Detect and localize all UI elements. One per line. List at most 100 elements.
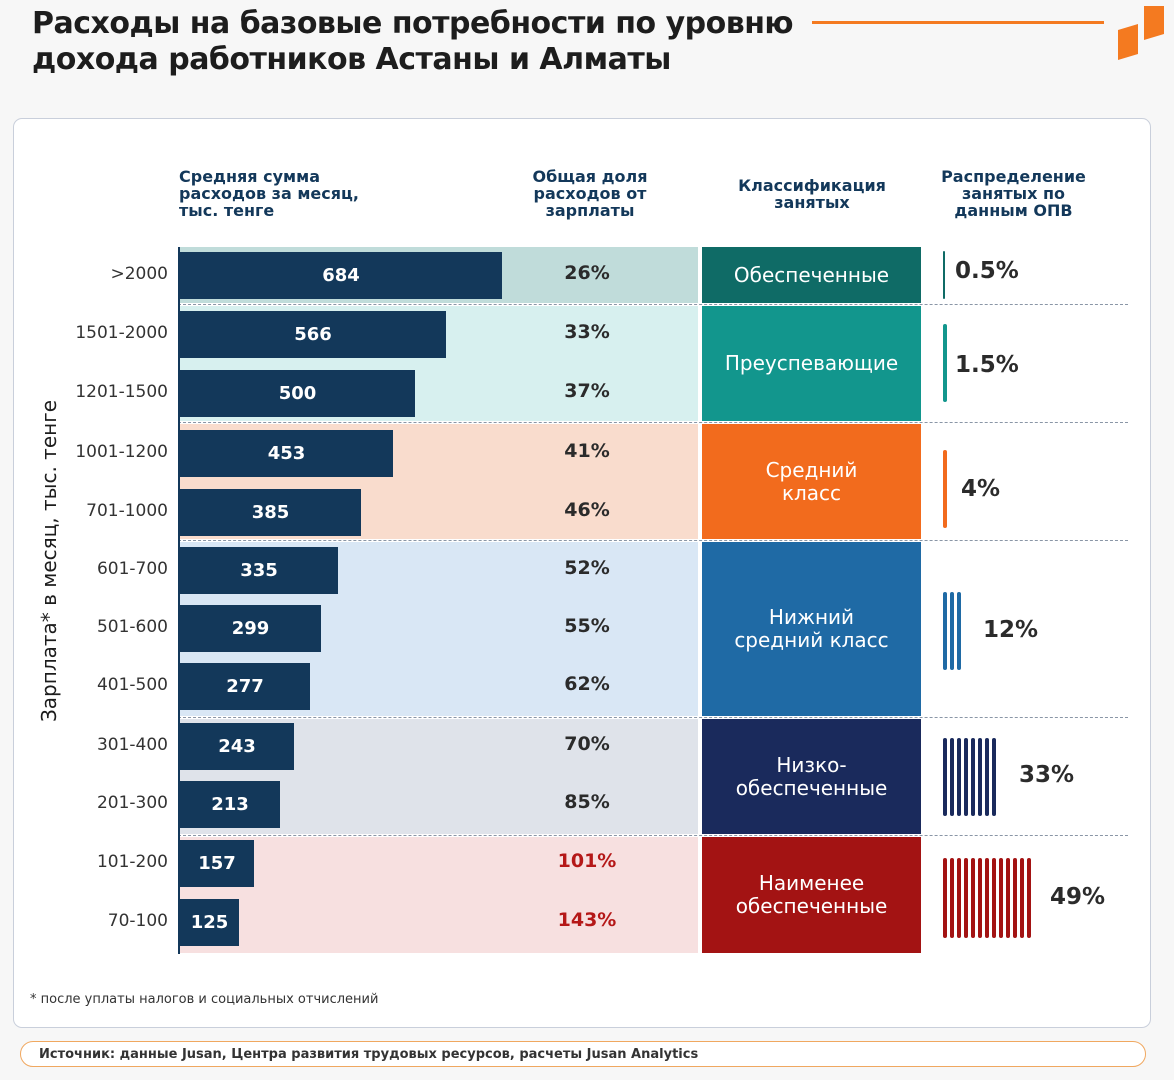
spend-bar (180, 723, 294, 770)
spend-bar-value-label: 157 (198, 853, 236, 874)
class-label-box: Низко- обеспеченные (702, 719, 921, 834)
salary-tick-label: 1501-2000 (75, 323, 168, 343)
distribution-stripe (964, 858, 968, 938)
salary-tick-label: 101-200 (96, 852, 168, 872)
y-axis-line (178, 247, 180, 954)
salary-tick-label: 501-600 (96, 617, 168, 637)
footnote: * после уплаты налогов и социальных отчи… (30, 992, 379, 1007)
spend-bar (180, 311, 446, 358)
spend-bar-value-label: 243 (218, 736, 256, 757)
expense-share-value: 33% (564, 321, 610, 343)
distribution-value: 4% (961, 476, 1001, 502)
distribution-value: 1.5% (955, 352, 1019, 378)
distribution-stripe (999, 858, 1003, 938)
class-label-box: Нижний средний класс (702, 542, 921, 716)
spend-bar (180, 430, 393, 477)
title-underline (812, 21, 1104, 24)
distribution-stripes (943, 251, 945, 299)
class-band-background (178, 837, 698, 953)
spend-bar (180, 840, 254, 887)
distribution-value: 12% (983, 617, 1039, 643)
distribution-stripe (978, 858, 982, 938)
distribution-stripe (1013, 858, 1017, 938)
class-divider-line (178, 422, 1128, 423)
spend-bar (180, 370, 415, 417)
spend-bar-value-label: 566 (294, 324, 332, 345)
spend-bar (180, 252, 502, 299)
distribution-stripe (1006, 858, 1010, 938)
expense-share-value: 62% (564, 673, 610, 695)
distribution-stripe (1020, 858, 1024, 938)
column-header-share: Общая доля расходов от зарплаты (532, 167, 648, 220)
column-header-distribution: Распределение занятых по данным ОПВ (941, 167, 1086, 220)
spend-bar-value-label: 299 (231, 618, 270, 639)
distribution-stripe (957, 738, 961, 816)
spend-bar-value-label: 335 (240, 560, 278, 581)
salary-tick-label: 301-400 (96, 735, 168, 755)
distribution-stripe (964, 738, 968, 816)
spend-bar (180, 605, 321, 652)
expense-share-value: 52% (564, 557, 610, 579)
salary-tick-label: 701-1000 (86, 501, 168, 521)
distribution-stripes (943, 450, 947, 528)
distribution-stripe (978, 738, 982, 816)
expense-share-value: 143% (557, 909, 617, 931)
class-divider-line (178, 540, 1128, 541)
distribution-value: 49% (1050, 884, 1106, 910)
class-divider-line (178, 717, 1128, 718)
distribution-stripes (943, 858, 1031, 938)
class-label-box: Преуспевающие (702, 306, 921, 421)
distribution-stripe (950, 592, 954, 670)
expense-share-value: 101% (557, 850, 617, 872)
distribution-stripe (943, 251, 945, 299)
distribution-stripes (943, 592, 961, 670)
distribution-stripe (957, 592, 961, 670)
salary-tick-label: 401-500 (96, 675, 168, 695)
expense-share-value: 26% (564, 262, 610, 284)
distribution-stripe (957, 858, 961, 938)
salary-tick-label: 1201-1500 (75, 382, 168, 402)
spend-bar-value-label: 277 (226, 676, 264, 697)
distribution-stripes (943, 738, 996, 816)
expense-share-value: 37% (564, 380, 610, 402)
distribution-stripe (985, 738, 989, 816)
distribution-stripe (992, 738, 996, 816)
class-label-box: Средний класс (702, 424, 921, 539)
spend-bar (180, 899, 239, 946)
distribution-stripe (950, 858, 954, 938)
distribution-stripe (943, 450, 947, 528)
distribution-value: 33% (1019, 762, 1075, 788)
page-title: Расходы на базовые потребности по уровню… (32, 6, 794, 77)
class-divider-line (178, 835, 1128, 836)
spend-bar (180, 663, 310, 710)
distribution-stripe (943, 858, 947, 938)
spend-bar (180, 489, 361, 536)
spend-bar-value-label: 684 (322, 265, 360, 286)
distribution-stripe (943, 738, 947, 816)
distribution-stripe (943, 324, 947, 402)
class-divider-line (178, 304, 1128, 305)
distribution-stripe (950, 738, 954, 816)
distribution-stripe (971, 738, 975, 816)
expense-share-value: 70% (564, 733, 610, 755)
distribution-stripes (943, 324, 947, 402)
distribution-stripe (1027, 858, 1031, 938)
spend-bar-value-label: 385 (251, 502, 290, 523)
salary-tick-label: 1001-1200 (75, 442, 168, 462)
expense-share-value: 46% (564, 499, 610, 521)
spend-bar-value-label: 125 (190, 912, 229, 933)
salary-tick-label: >2000 (110, 264, 168, 284)
expense-share-value: 85% (564, 791, 610, 813)
distribution-stripe (992, 858, 996, 938)
salary-tick-label: 201-300 (96, 793, 168, 813)
class-label-box: Обеспеченные (702, 247, 921, 303)
distribution-stripe (971, 858, 975, 938)
jusan-logo-icon (1118, 6, 1164, 60)
spend-bar-value-label: 500 (278, 383, 317, 404)
spend-bar-value-label: 453 (267, 443, 306, 464)
column-header-class: Классификация занятых (738, 176, 886, 212)
class-label-box: Наименее обеспеченные (702, 837, 921, 953)
spend-bar (180, 547, 338, 594)
spend-bar (180, 781, 280, 828)
distribution-value: 0.5% (955, 258, 1019, 284)
